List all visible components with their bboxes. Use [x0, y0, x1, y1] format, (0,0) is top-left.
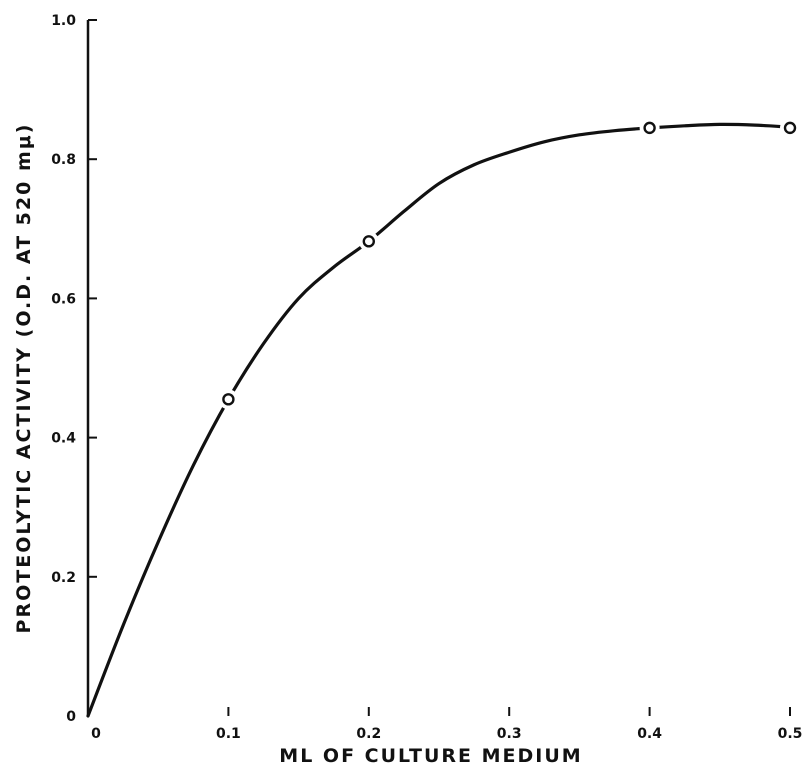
y-tick-label: 0.6 — [51, 291, 76, 307]
data-point — [222, 393, 235, 406]
x-tick-label: 0.3 — [497, 726, 522, 742]
fitted-curve — [86, 122, 792, 718]
y-tick-label: 0 — [66, 709, 76, 725]
data-point — [362, 235, 375, 248]
x-axis-ticks: 0 0.1 0.2 0.3 0.4 0.5 — [87, 707, 803, 742]
x-tick-label: 0.2 — [356, 726, 381, 742]
y-axis-title: PROTEOLYTIC ACTIVITY (O.D. AT 520 mμ) — [13, 123, 35, 634]
x-tick-label: 0.1 — [216, 726, 241, 742]
data-point — [783, 121, 797, 135]
x-tick-label: 0.4 — [637, 726, 662, 742]
y-axis-ticks: 0 0.2 0.4 0.6 0.8 1.0 — [51, 13, 97, 725]
y-tick-label: 0.2 — [51, 570, 76, 586]
y-tick-label: 0.4 — [51, 431, 76, 447]
y-tick-label: 0.8 — [51, 152, 76, 168]
data-points-layer — [218, 117, 800, 410]
y-tick-label: 1.0 — [51, 13, 76, 29]
x-axis-title: ML OF CULTURE MEDIUM — [279, 745, 582, 767]
x-tick-label: 0 — [91, 726, 101, 742]
data-point — [643, 121, 656, 135]
x-tick-label: 0.5 — [778, 726, 803, 742]
fitted-curve-layer — [86, 122, 792, 718]
